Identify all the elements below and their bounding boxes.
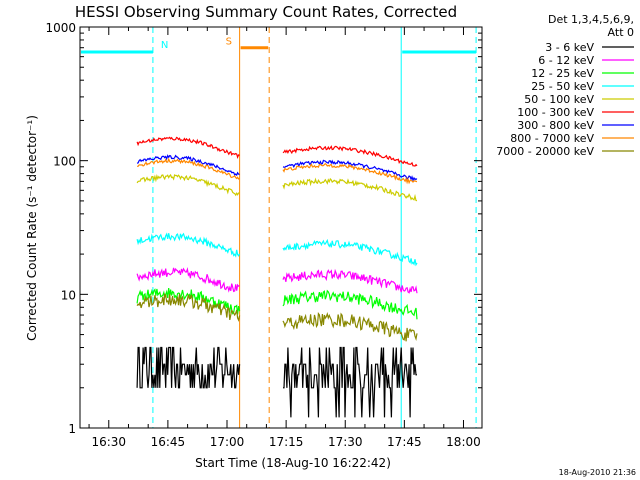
legend-label-5: 100 - 300 keV (517, 106, 594, 119)
x-tick-label-0: 16:30 (91, 435, 126, 449)
series-2-trace-1 (282, 289, 418, 320)
legend-label-8: 7000 - 20000 keV (496, 145, 594, 158)
series-6-trace-1 (282, 159, 418, 182)
legend-label-2: 12 - 25 keV (531, 67, 594, 80)
legend-label-7: 800 - 7000 keV (510, 132, 594, 145)
y-tick-label-1: 10 (61, 288, 76, 302)
legend-header-attenuator: Att 0 (608, 26, 634, 39)
series-8 (136, 293, 418, 342)
x-tick-label-2: 17:00 (210, 435, 245, 449)
chart-title: HESSI Observing Summary Count Rates, Cor… (75, 3, 457, 21)
series-0-trace-0 (136, 346, 241, 389)
x-tick-label-6: 18:00 (446, 435, 481, 449)
legend-label-3: 25 - 50 keV (531, 80, 594, 93)
series-7-trace-0 (137, 157, 240, 180)
series-3-trace-1 (282, 238, 418, 267)
series-0-trace-1 (283, 346, 417, 418)
legend-label-1: 6 - 12 keV (538, 54, 594, 67)
series-1-trace-1 (282, 268, 418, 294)
series-6-trace-0 (136, 154, 240, 177)
night-label-0: N (161, 40, 168, 51)
series-4-trace-1 (282, 177, 418, 202)
series-1 (136, 266, 418, 294)
x-tick-label-4: 17:30 (328, 435, 363, 449)
y-tick-label-2: 100 (53, 155, 76, 169)
legend-header-detectors: Det 1,3,4,5,6,9, (548, 13, 634, 26)
saa-label: S (226, 37, 232, 48)
series-7-trace-1 (282, 162, 418, 185)
legend-label-4: 50 - 100 keV (524, 93, 594, 106)
series-7 (137, 157, 418, 185)
series-5-trace-0 (136, 136, 240, 159)
series-3 (136, 232, 418, 267)
legend-label-0: 3 - 6 keV (545, 41, 594, 54)
series-5 (136, 136, 418, 167)
x-tick-label-1: 16:45 (151, 435, 186, 449)
series-4-trace-0 (136, 173, 240, 197)
series-8-trace-1 (282, 311, 418, 342)
x-tick-label-5: 17:45 (387, 435, 422, 449)
timestamp-label: 18-Aug-2010 21:36 (559, 468, 636, 477)
x-tick-label-3: 17:15 (269, 435, 304, 449)
axes: 16:30 16:45 17:00 17:15 17:30 17:45 18:00 1 10 10… (45, 21, 482, 449)
series-8-trace-0 (136, 293, 241, 322)
series-1-trace-0 (136, 266, 240, 293)
series-5-trace-1 (282, 145, 418, 167)
series-6 (136, 154, 418, 182)
x-axis-label: Start Time (18-Aug-10 16:22:42) (195, 456, 391, 470)
legend-label-6: 300 - 800 keV (517, 119, 594, 132)
series-3-trace-0 (136, 232, 241, 258)
y-axis-label: Corrected Count Rate (s⁻¹ detector⁻¹) (25, 115, 39, 341)
series-4 (136, 173, 418, 202)
y-tick-label-3: 1000 (45, 21, 76, 35)
series-0 (136, 346, 417, 418)
y-tick-label-0: 1 (68, 422, 76, 436)
plot-frame (79, 26, 483, 429)
